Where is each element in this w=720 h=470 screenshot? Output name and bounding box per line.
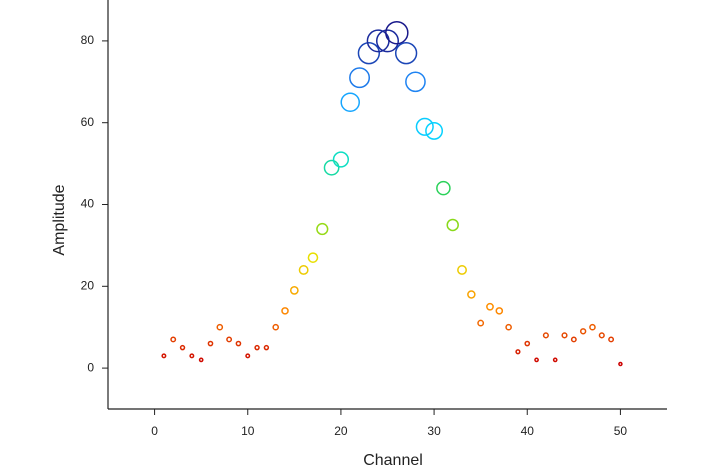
point xyxy=(446,218,459,232)
y-tick-label: 20 xyxy=(81,278,95,292)
y-tick-label: 80 xyxy=(81,33,95,47)
y-tick-label: 40 xyxy=(81,197,95,211)
y-tick-label: 60 xyxy=(81,115,95,129)
point xyxy=(198,357,204,363)
point xyxy=(207,340,214,347)
point xyxy=(457,264,467,275)
point xyxy=(323,159,340,176)
x-tick-label: 10 xyxy=(241,424,255,438)
point xyxy=(281,307,289,315)
point xyxy=(170,336,177,343)
point xyxy=(245,353,251,359)
point xyxy=(425,121,444,140)
point xyxy=(589,323,596,331)
point xyxy=(579,328,587,335)
point xyxy=(467,290,476,299)
point xyxy=(307,252,319,263)
point xyxy=(272,323,280,331)
x-axis-title: Channel xyxy=(363,452,423,469)
point xyxy=(340,92,360,113)
point xyxy=(298,264,309,275)
point xyxy=(385,20,409,45)
point xyxy=(495,307,504,315)
point xyxy=(534,357,539,363)
point xyxy=(405,71,426,93)
point xyxy=(618,361,623,367)
point xyxy=(226,336,233,343)
point xyxy=(542,332,549,339)
point xyxy=(598,332,605,339)
point xyxy=(357,42,381,65)
point xyxy=(332,151,350,168)
point xyxy=(515,349,521,355)
x-tick-label: 30 xyxy=(427,424,441,438)
point xyxy=(415,117,434,136)
point xyxy=(289,286,299,295)
point xyxy=(394,42,418,65)
point xyxy=(436,180,451,196)
point xyxy=(235,340,242,347)
x-tick-label: 20 xyxy=(334,424,348,438)
y-tick-label: 0 xyxy=(87,360,94,374)
point xyxy=(486,302,494,311)
point xyxy=(189,353,195,359)
point xyxy=(254,344,260,351)
point xyxy=(570,336,577,343)
y-axis-title: Amplitude xyxy=(51,184,68,255)
point xyxy=(524,340,531,347)
point xyxy=(216,323,224,331)
point xyxy=(561,332,568,339)
point xyxy=(349,67,371,89)
point xyxy=(375,29,400,53)
point xyxy=(505,323,512,331)
x-tick-label: 0 xyxy=(151,424,158,438)
point xyxy=(608,336,615,343)
point xyxy=(316,222,329,236)
point xyxy=(263,344,270,351)
point xyxy=(179,344,186,351)
point xyxy=(552,357,558,363)
x-tick-label: 50 xyxy=(614,424,628,438)
point xyxy=(477,319,485,327)
point xyxy=(161,353,167,359)
x-tick-label: 40 xyxy=(521,424,535,438)
